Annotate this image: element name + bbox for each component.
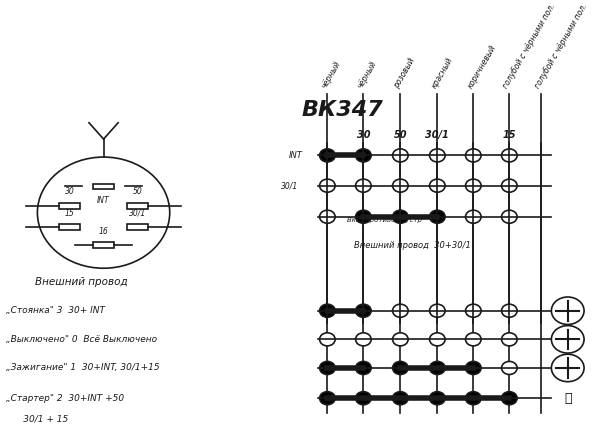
Text: чёрный: чёрный <box>356 59 379 90</box>
Text: 30/1 + 15: 30/1 + 15 <box>6 414 68 423</box>
Text: голубой с чёрными пол.: голубой с чёрными пол. <box>533 2 590 90</box>
Circle shape <box>430 362 445 375</box>
Text: Вкл. противоуг устр: Вкл. противоуг устр <box>347 217 422 223</box>
Text: розовый: розовый <box>392 56 417 90</box>
Circle shape <box>392 392 408 405</box>
Text: Внешний провод  30+30/1: Внешний провод 30+30/1 <box>353 241 470 250</box>
Circle shape <box>466 179 481 192</box>
Circle shape <box>356 149 371 162</box>
Circle shape <box>392 304 408 317</box>
Circle shape <box>502 149 517 162</box>
Text: красный: красный <box>430 56 455 90</box>
Text: 30/1: 30/1 <box>129 209 146 218</box>
Text: коричневый: коричневый <box>466 43 498 90</box>
Text: 30/1: 30/1 <box>425 130 449 140</box>
Text: голубой с чёрными пол.: голубой с чёрными пол. <box>502 2 557 90</box>
Text: 15: 15 <box>503 130 516 140</box>
Circle shape <box>356 179 371 192</box>
Circle shape <box>392 210 408 223</box>
Text: Внешний провод: Внешний провод <box>35 277 128 287</box>
Circle shape <box>356 333 371 346</box>
Circle shape <box>466 304 481 317</box>
Circle shape <box>502 304 517 317</box>
Circle shape <box>430 392 445 405</box>
Circle shape <box>430 149 445 162</box>
Circle shape <box>502 210 517 223</box>
Text: 🔑: 🔑 <box>564 392 571 405</box>
Circle shape <box>466 362 481 375</box>
Text: 16: 16 <box>98 227 109 236</box>
Circle shape <box>430 210 445 223</box>
Text: „Стоянка" 3  30+ INT: „Стоянка" 3 30+ INT <box>6 306 105 315</box>
Circle shape <box>466 149 481 162</box>
FancyBboxPatch shape <box>127 224 148 230</box>
Circle shape <box>392 149 408 162</box>
Circle shape <box>502 179 517 192</box>
Circle shape <box>320 304 335 317</box>
Text: 30/1: 30/1 <box>281 181 298 190</box>
Circle shape <box>320 149 335 162</box>
Circle shape <box>320 210 335 223</box>
Text: INT: INT <box>97 196 110 205</box>
Circle shape <box>392 333 408 346</box>
Circle shape <box>392 179 408 192</box>
FancyBboxPatch shape <box>93 242 114 248</box>
Circle shape <box>502 362 517 375</box>
Circle shape <box>320 392 335 405</box>
Text: 30: 30 <box>356 130 370 140</box>
Circle shape <box>502 333 517 346</box>
Circle shape <box>320 179 335 192</box>
Text: „Выключено" 0  Всё Выключено: „Выключено" 0 Всё Выключено <box>6 335 157 344</box>
FancyBboxPatch shape <box>127 203 148 209</box>
Text: чёрный: чёрный <box>320 59 343 90</box>
Circle shape <box>320 333 335 346</box>
Circle shape <box>356 210 371 223</box>
FancyBboxPatch shape <box>59 224 80 230</box>
Circle shape <box>430 333 445 346</box>
Circle shape <box>466 210 481 223</box>
Circle shape <box>466 333 481 346</box>
Circle shape <box>430 304 445 317</box>
Circle shape <box>502 392 517 405</box>
Text: „Стартер" 2  30+INT +50: „Стартер" 2 30+INT +50 <box>6 394 124 403</box>
Circle shape <box>466 392 481 405</box>
Text: ВК347: ВК347 <box>301 101 383 120</box>
Circle shape <box>356 362 371 375</box>
FancyBboxPatch shape <box>59 203 80 209</box>
FancyBboxPatch shape <box>93 184 114 190</box>
Text: „Зажигание" 1  30+INT, 30/1+15: „Зажигание" 1 30+INT, 30/1+15 <box>6 363 160 372</box>
Text: INT: INT <box>289 151 303 160</box>
Circle shape <box>392 362 408 375</box>
Text: 50: 50 <box>133 187 142 196</box>
Text: 30: 30 <box>65 187 74 196</box>
Circle shape <box>320 362 335 375</box>
Circle shape <box>356 392 371 405</box>
Circle shape <box>430 179 445 192</box>
Text: 15: 15 <box>65 209 74 218</box>
Text: 50: 50 <box>394 130 407 140</box>
Circle shape <box>356 304 371 317</box>
